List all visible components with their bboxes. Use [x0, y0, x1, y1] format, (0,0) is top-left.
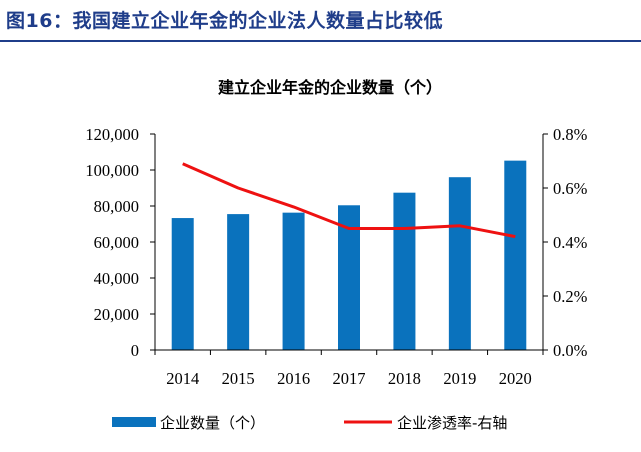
legend: 企业数量（个） 企业渗透率-右轴 — [112, 414, 507, 432]
bar-series — [171, 160, 527, 350]
x-tick-label: 2014 — [166, 369, 199, 388]
y-left-tick-label: 120,000 — [85, 125, 139, 144]
y-right-tick-label: 0.8% — [553, 125, 588, 144]
x-tick-label: 2018 — [388, 369, 421, 388]
y-left-tick-label: 60,000 — [94, 233, 139, 252]
legend-swatch-bar — [112, 417, 156, 427]
y-left-tick-label: 100,000 — [85, 161, 139, 180]
x-tick-label: 2016 — [277, 369, 310, 388]
bar-2020 — [504, 160, 527, 350]
bar-2019 — [448, 177, 471, 350]
bar-2014 — [171, 218, 194, 350]
bar-2016 — [282, 212, 305, 350]
x-tick-label: 2015 — [222, 369, 255, 388]
x-tick-label: 2020 — [499, 369, 532, 388]
legend-label-bar: 企业数量（个） — [160, 414, 265, 432]
bar-2015 — [227, 214, 250, 350]
y-right-tick-label: 0.6% — [553, 179, 588, 198]
figure-title: 图16：我国建立企业年金的企业法人数量占比较低 — [6, 10, 443, 32]
axes: 0 20,000 40,000 60,000 80,000 100,000 120,000 0… — [85, 125, 587, 388]
y-left-tick-label: 40,000 — [94, 269, 139, 288]
y-right-tick-label: 0.4% — [553, 233, 588, 252]
y-right-tick-label: 0.0% — [553, 341, 588, 360]
bar-2018 — [393, 192, 416, 350]
title-rule — [0, 40, 641, 42]
y-left-tick-label: 0 — [131, 341, 139, 360]
x-tick-label: 2019 — [443, 369, 476, 388]
bar-2017 — [338, 205, 360, 350]
line-series — [182, 162, 516, 239]
chart-title: 建立企业年金的企业数量（个） — [218, 78, 442, 97]
legend-label-line: 企业渗透率-右轴 — [397, 414, 507, 432]
x-tick-label: 2017 — [333, 369, 366, 388]
y-right-tick-label: 0.2% — [553, 287, 588, 306]
y-left-tick-label: 80,000 — [94, 197, 139, 216]
y-left-tick-label: 20,000 — [94, 305, 139, 324]
